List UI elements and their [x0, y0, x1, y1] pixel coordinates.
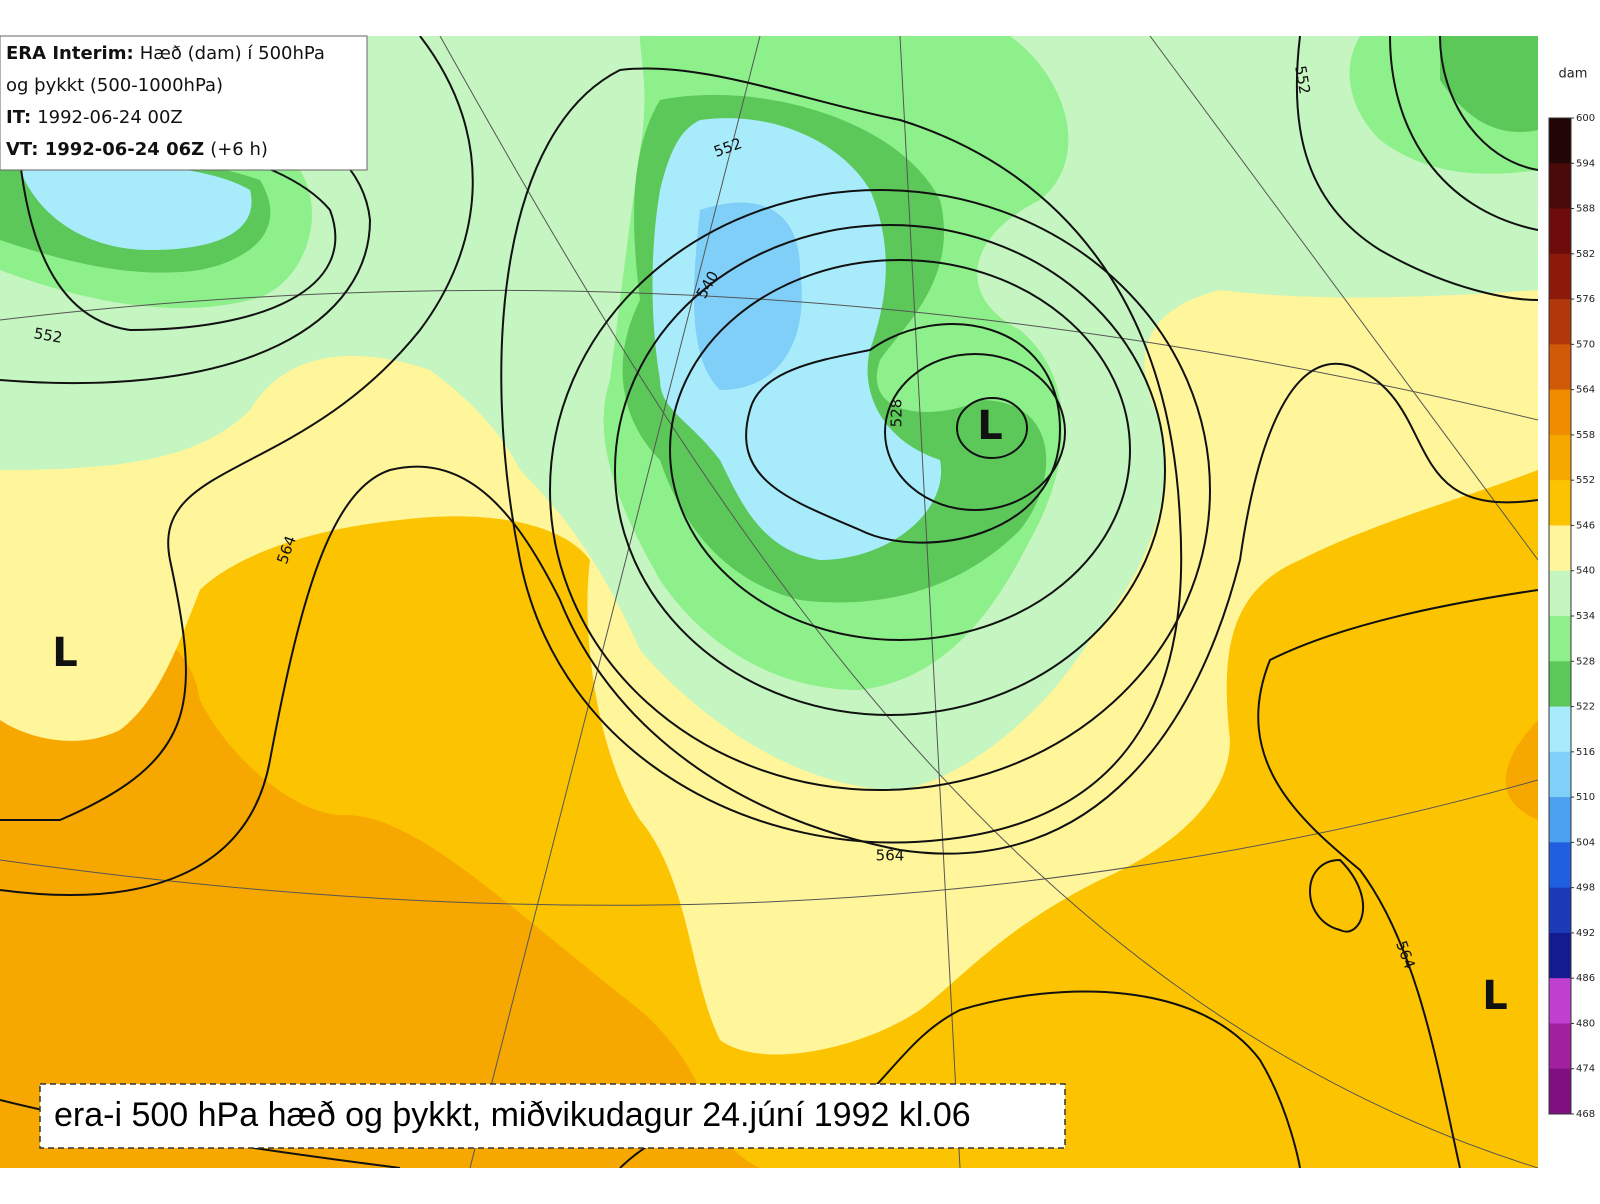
info-line: ERA Interim: Hæð (dam) í 500hPa [6, 43, 325, 64]
colorbar-tick-label: 540 [1576, 566, 1595, 577]
graticule-line [0, 779, 1538, 906]
colorbar-swatch [1549, 389, 1571, 436]
contour [1309, 858, 1365, 933]
colorbar-tick-label: 504 [1576, 837, 1595, 848]
colorbar-swatch [1549, 978, 1571, 1024]
contour [549, 189, 1211, 791]
colorbar-swatch [1549, 1023, 1571, 1070]
field-528-nw [20, 164, 252, 250]
contour [745, 323, 1062, 544]
colorbar-swatch [1549, 797, 1571, 843]
colorbar-tick-label: 582 [1576, 249, 1595, 260]
info-label: ERA Interim: [6, 43, 134, 64]
contour-label: 552 [1291, 64, 1314, 95]
field-522 [694, 202, 802, 390]
graticule-line [469, 36, 761, 1168]
field-534-ne [1440, 36, 1538, 132]
contour [614, 224, 1166, 716]
contour [500, 67, 1183, 844]
colorbar-swatch [1549, 163, 1571, 210]
contour [1439, 36, 1538, 171]
colorbar-tick-label: 516 [1576, 747, 1595, 758]
colorbar-tick-label: 564 [1576, 385, 1595, 396]
colorbar-swatch [1549, 887, 1571, 934]
info-value: (+6 h) [210, 139, 268, 160]
info-line: og þykkt (500-1000hPa) [6, 75, 223, 96]
colorbar-swatch [1549, 616, 1571, 662]
contour-label: 528 [888, 399, 906, 428]
colorbar-swatch [1549, 299, 1571, 345]
colorbar-tick-label: 546 [1576, 520, 1595, 531]
colorbar-swatch [1549, 525, 1571, 572]
colorbar-tick-label: 570 [1576, 339, 1595, 350]
colorbar: dam 600 594 588 582 576 570 564 558 552 546 540 534 5… [1548, 67, 1595, 1120]
colorbar-swatch [1549, 434, 1571, 481]
contour [1257, 589, 1538, 1168]
colorbar-swatch [1549, 706, 1571, 753]
field-564-east [1505, 720, 1538, 820]
colorbar-tick-label: 600 [1576, 113, 1595, 124]
contour [0, 36, 474, 821]
colorbar-tick-label: 534 [1576, 611, 1595, 622]
colorbar-tick-label: 576 [1576, 294, 1595, 305]
colorbar-swatch [1549, 480, 1571, 526]
info-value: 1992-06-24 00Z [37, 107, 183, 128]
colorbar-tick-label: 522 [1576, 702, 1595, 713]
contour [1295, 36, 1538, 301]
colorbar-swatch [1549, 1068, 1571, 1115]
contour [956, 397, 1028, 459]
info-line: IT: 1992-06-24 00Z [6, 107, 183, 128]
contour [884, 353, 1066, 511]
colorbar-swatch [1549, 661, 1571, 708]
info-label: VT: 1992-06-24 06Z [6, 139, 204, 160]
info-value: og þykkt (500-1000hPa) [6, 75, 223, 96]
colorbar-swatch [1549, 208, 1571, 255]
colorbar-swatch [1549, 842, 1571, 889]
info-value: Hæð (dam) í 500hPa [140, 43, 325, 64]
colorbar-swatch [1549, 751, 1571, 798]
colorbar-swatch [1549, 570, 1571, 617]
contour [0, 362, 1538, 896]
map-field [0, 36, 1538, 1168]
caption-box [39, 1083, 1066, 1149]
colorbar-unit: dam [1559, 67, 1588, 82]
colorbar-tick-label: 588 [1576, 204, 1595, 215]
colorbar-tick-label: 468 [1576, 1109, 1595, 1120]
colorbar-tick-label: 558 [1576, 430, 1595, 441]
field-564 [0, 560, 760, 1168]
graticule-line [439, 36, 1538, 1168]
low-marker: L [977, 403, 1003, 449]
graticule-line [1149, 36, 1538, 561]
colorbar-tick-label: 486 [1576, 973, 1595, 984]
colorbar-tick-label: 552 [1576, 475, 1595, 486]
colorbar-tick-label: 510 [1576, 792, 1595, 803]
low-marker: L [1482, 973, 1508, 1019]
contour-label: 564 [876, 847, 905, 865]
low-marker: L [52, 630, 78, 676]
graticule-line [0, 289, 1538, 421]
colorbar-tick-label: 528 [1576, 656, 1595, 667]
info-text: ERA Interim: Hæð (dam) í 500hPa og þykkt (… [6, 43, 325, 160]
info-label: IT: [6, 107, 31, 128]
colorbar-tick-label: 498 [1576, 883, 1595, 894]
contour [1389, 36, 1538, 231]
colorbar-swatch [1549, 253, 1571, 300]
contour-label: 552 [32, 324, 63, 347]
colorbar-tick-label: 474 [1576, 1064, 1595, 1075]
colorbar-tick-label: 492 [1576, 928, 1595, 939]
contour [669, 259, 1131, 641]
caption: era-i 500 hPa hæð og þykkt, miðvikudagur… [54, 1096, 971, 1134]
info-line: VT: 1992-06-24 06Z (+6 h) [6, 139, 268, 160]
info-box [0, 35, 368, 171]
colorbar-tick-label: 594 [1576, 158, 1595, 169]
graticule [0, 36, 1538, 1168]
colorbar-swatch [1549, 932, 1571, 979]
colorbar-swatch [1549, 344, 1571, 391]
colorbar-swatch [1549, 118, 1571, 164]
colorbar-tick-label: 480 [1576, 1018, 1595, 1029]
